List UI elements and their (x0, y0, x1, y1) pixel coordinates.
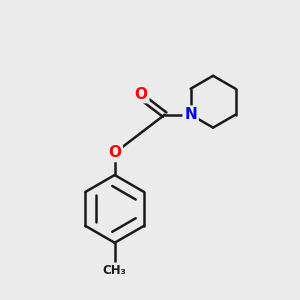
Text: O: O (135, 87, 148, 102)
Text: N: N (184, 107, 197, 122)
Text: O: O (108, 146, 121, 160)
Text: CH₃: CH₃ (103, 264, 127, 277)
